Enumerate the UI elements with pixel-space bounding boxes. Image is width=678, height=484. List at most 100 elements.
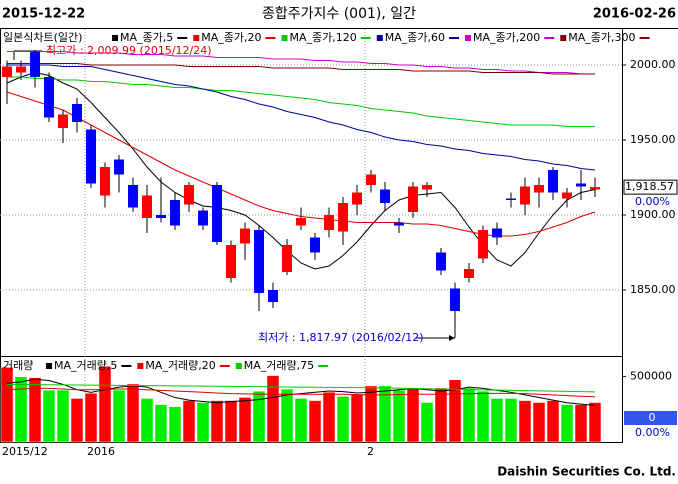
- candle-body: [114, 159, 124, 175]
- ma-line: [7, 63, 595, 75]
- candle-body: [478, 230, 488, 259]
- volume-bar: [238, 397, 252, 443]
- last-price-label: 1,918.57: [625, 180, 674, 193]
- candle-body: [338, 203, 348, 232]
- volume-bar: [70, 398, 84, 443]
- candle-body: [212, 185, 222, 242]
- ma-line: [6, 71, 596, 270]
- ma-line: [7, 51, 595, 75]
- candle-body: [534, 185, 544, 193]
- volume-bar: [574, 404, 588, 443]
- legend-label: MA_거래량,75: [244, 359, 314, 372]
- volume-bar: [336, 396, 350, 443]
- volume-bar: [406, 387, 420, 443]
- candle-body: [72, 104, 82, 122]
- candle-body: [170, 200, 180, 226]
- y-tick-label: 2000.00: [630, 58, 676, 71]
- last-volume-label: 0: [649, 411, 656, 424]
- volume-bar: [420, 402, 434, 443]
- x-tick-label: 2015/12: [2, 445, 48, 458]
- footer: Daishin Securities Co. Ltd.: [497, 465, 676, 479]
- volume-bar: [434, 387, 448, 443]
- volume-bar: [560, 404, 574, 443]
- candle-body: [464, 269, 474, 278]
- volume-bar: [392, 389, 406, 443]
- candle-body: [44, 77, 54, 118]
- legend-swatch: [235, 363, 242, 369]
- candle-body: [352, 192, 362, 205]
- candle-body: [2, 66, 12, 77]
- last-volume-box: [624, 411, 677, 425]
- volume-bar: [126, 383, 140, 443]
- volume-bar: [98, 366, 112, 443]
- volume-bar: [322, 391, 336, 443]
- legend-swatch: [193, 35, 200, 41]
- candle-body: [310, 237, 320, 253]
- volume-bar: [0, 367, 14, 443]
- annotation-arrow: [449, 335, 455, 341]
- y-tick-label: 500000: [630, 370, 672, 383]
- last-price-box: [623, 179, 678, 195]
- volume-bar: [532, 402, 546, 443]
- panel-title: 일본식차트(일간): [3, 30, 82, 44]
- volume-bar: [350, 394, 364, 443]
- legend-swatch: [112, 35, 118, 41]
- volume-bar: [252, 390, 266, 443]
- candle-body: [58, 114, 68, 128]
- volume-bar: [182, 400, 196, 443]
- candle-body: [506, 198, 516, 200]
- legend-swatch: [46, 363, 52, 369]
- x-tick-label: 2016: [87, 445, 115, 458]
- candle-body: [254, 230, 264, 293]
- change-label: 0.00%: [635, 195, 670, 208]
- candle-body: [380, 189, 390, 203]
- ma-line: [7, 64, 596, 171]
- candle-body: [520, 186, 530, 205]
- start-date: 2015-12-22: [2, 7, 85, 22]
- change-label: 0.00%: [635, 426, 670, 439]
- volume-bar: [308, 400, 322, 443]
- volume-bar: [476, 390, 490, 443]
- volume-bar: [280, 388, 294, 443]
- candle-body: [16, 66, 26, 73]
- volume-bar: [378, 385, 392, 443]
- volume-bar: [224, 400, 238, 443]
- legend-swatch: [560, 35, 567, 41]
- volume-bar: [14, 376, 28, 443]
- candle-body: [86, 129, 96, 184]
- panel-title: 거래량: [3, 359, 33, 372]
- page-title: 종합주가지수 (001), 일간: [262, 6, 416, 22]
- legend-label: MA_종가,60: [385, 31, 445, 44]
- candle-body: [324, 215, 334, 230]
- volume-bar: [448, 379, 462, 443]
- volume-bar: [490, 398, 504, 443]
- candle-body: [142, 195, 152, 218]
- candle-body: [198, 210, 208, 226]
- volume-bar: [112, 389, 126, 443]
- candle-body: [30, 51, 40, 77]
- candle-body: [268, 290, 278, 302]
- y-tick-label: 1950.00: [630, 133, 676, 146]
- y-tick-label: 1850.00: [630, 283, 676, 296]
- volume-bar: [56, 389, 70, 443]
- legend-swatch: [376, 35, 383, 41]
- candle-body: [156, 215, 166, 218]
- candle-body: [422, 185, 432, 190]
- candle-body: [590, 187, 600, 190]
- candle-body: [296, 218, 306, 226]
- y-tick-label: 1900.00: [630, 208, 676, 221]
- ma-line: [7, 76, 595, 127]
- volume-bar: [294, 398, 308, 443]
- candle-body: [436, 252, 446, 271]
- candle-body: [394, 222, 404, 226]
- legend-label: MA_종가,5: [120, 31, 173, 44]
- candle-body: [366, 174, 376, 185]
- volume-bar: [42, 389, 56, 443]
- volume-bar: [462, 387, 476, 443]
- annotation: 최고가 : 2,009.99 (2015/12/24): [46, 44, 212, 57]
- candle-body: [282, 245, 292, 272]
- volume-bar: [210, 400, 224, 443]
- candle-body: [576, 183, 586, 187]
- volume-bar: [518, 400, 532, 443]
